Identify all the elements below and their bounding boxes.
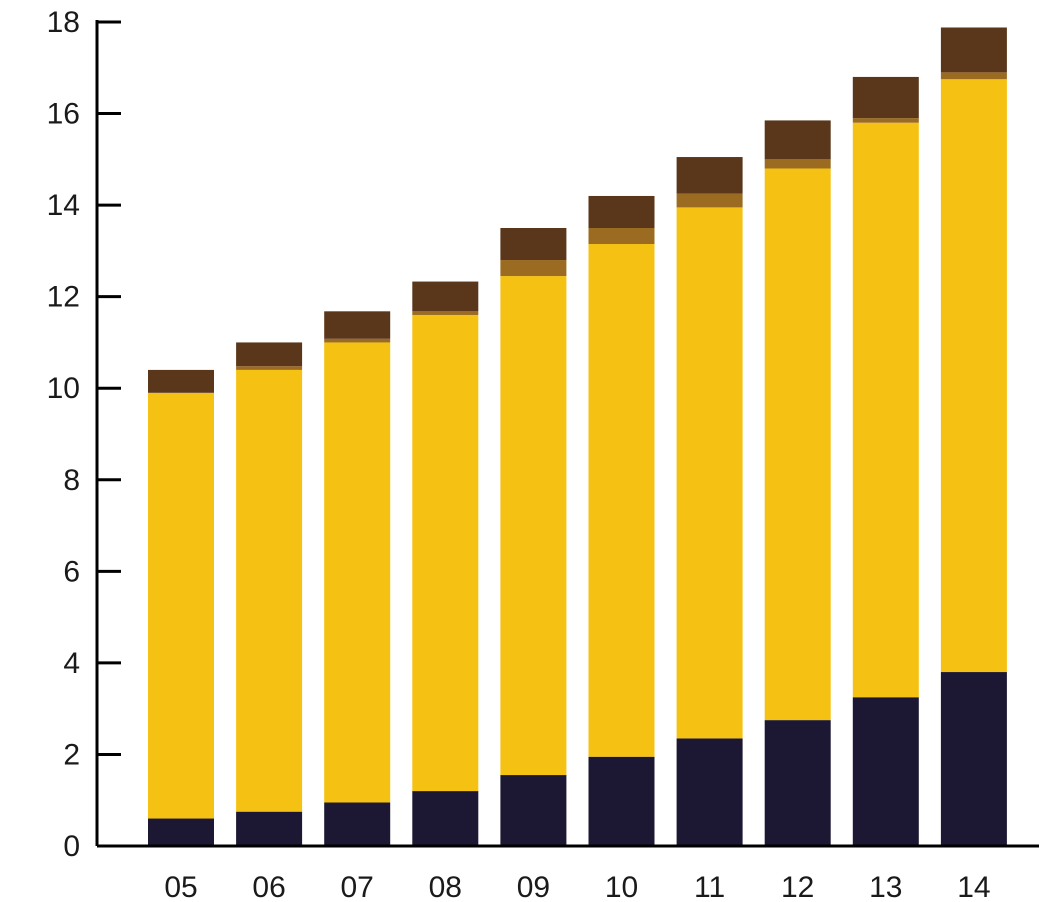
bar-10-segment-1 (588, 756, 655, 846)
bar-layer (148, 27, 1007, 846)
bar-14-segment-4 (940, 27, 1007, 73)
y-tick-label-6: 6 (63, 555, 80, 588)
x-tick-label-12: 12 (781, 871, 814, 902)
x-tick-label-08: 08 (429, 871, 462, 902)
y-tick-label-10: 10 (47, 372, 80, 405)
y-tick-label-18: 18 (47, 6, 80, 39)
bar-06-segment-3 (236, 366, 303, 370)
bar-06-segment-1 (236, 811, 303, 846)
bar-09-segment-1 (500, 775, 567, 846)
bar-13-segment-1 (852, 697, 919, 846)
bar-12-segment-2 (764, 168, 831, 721)
bar-10-segment-3 (588, 228, 655, 245)
bar-08-segment-1 (412, 791, 479, 846)
bar-10-segment-4 (588, 195, 655, 228)
bar-11-segment-2 (676, 207, 743, 739)
bar-13-segment-2 (852, 122, 919, 698)
x-tick-label-09: 09 (517, 871, 550, 902)
bar-05-segment-1 (148, 818, 214, 846)
x-tick-label-07: 07 (341, 871, 374, 902)
x-tick-label-06: 06 (252, 871, 285, 902)
bar-06-segment-2 (236, 369, 303, 812)
bar-07-segment-4 (324, 311, 391, 339)
y-tick-label-14: 14 (47, 189, 80, 222)
bar-14-segment-1 (940, 672, 1007, 846)
y-tick-label-8: 8 (63, 464, 80, 497)
label-layer: 05 06 07 08 09 10 11 12 13 14 0 2 4 6 8 10 12 14 16 18 (47, 6, 991, 902)
x-tick-label-05: 05 (164, 871, 197, 902)
bar-11-segment-1 (676, 738, 743, 846)
x-tick-label-10: 10 (605, 871, 638, 902)
bar-11-segment-3 (676, 193, 743, 208)
y-tick-label-12: 12 (47, 281, 80, 314)
x-tick-label-13: 13 (869, 871, 902, 902)
y-tick-label-2: 2 (63, 738, 80, 771)
bar-06-segment-4 (236, 342, 303, 367)
bar-09-segment-4 (500, 228, 567, 261)
bar-05-segment-2 (148, 392, 214, 819)
y-tick-label-0: 0 (63, 830, 80, 863)
bar-08-segment-3 (412, 311, 479, 315)
y-tick-label-4: 4 (63, 647, 80, 680)
x-tick-label-11: 11 (694, 871, 725, 902)
bar-05-segment-4 (148, 369, 214, 393)
bar-14-segment-3 (940, 72, 1007, 80)
y-tick-label-16: 16 (47, 98, 80, 131)
bar-09-segment-2 (500, 276, 567, 776)
axes-layer (95, 20, 1039, 848)
bar-09-segment-3 (500, 260, 567, 277)
bar-13-segment-3 (852, 118, 919, 123)
bar-12-segment-1 (764, 720, 831, 846)
bar-12-segment-4 (764, 120, 831, 160)
bar-13-segment-4 (852, 76, 919, 119)
bar-08-segment-2 (412, 314, 479, 792)
bar-12-segment-3 (764, 159, 831, 169)
bar-07-segment-1 (324, 802, 391, 846)
bar-10-segment-2 (588, 244, 655, 757)
bar-14-segment-2 (940, 79, 1007, 673)
bar-08-segment-4 (412, 281, 479, 312)
x-tick-label-14: 14 (957, 871, 990, 902)
bar-07-segment-2 (324, 342, 391, 803)
bar-07-segment-3 (324, 338, 391, 343)
bar-11-segment-4 (676, 157, 743, 194)
